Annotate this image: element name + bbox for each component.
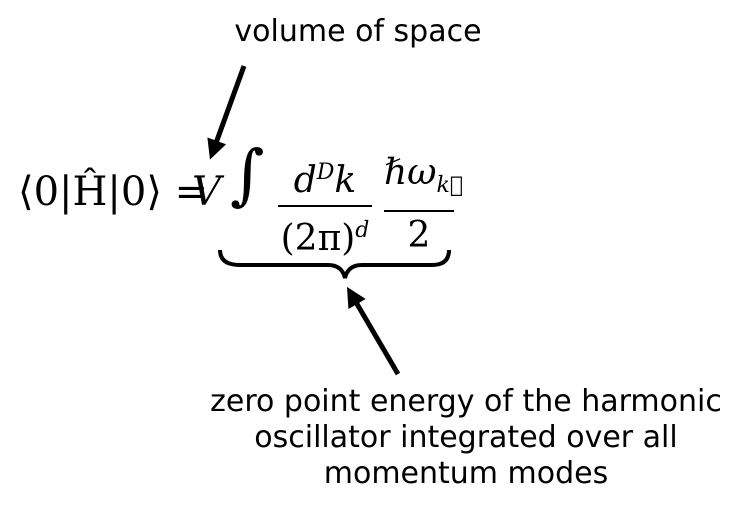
fraction-bar <box>278 205 372 207</box>
underbrace <box>218 249 451 279</box>
zero-point-energy-annotation: zero point energy of the harmonic oscill… <box>0 384 752 492</box>
measure-fraction: dDk (2π)d <box>278 153 372 259</box>
measure-denominator: (2π)d <box>280 218 370 259</box>
annotation-line: zero point energy of the harmonic <box>210 384 722 419</box>
volume-symbol: V <box>192 169 221 215</box>
energy-fraction: ℏωk⃗ 2 <box>384 152 464 257</box>
fraction-bar <box>384 210 454 213</box>
volume-arrow <box>207 65 247 160</box>
energy-numerator: ℏωk⃗ <box>384 152 464 199</box>
expectation-value: ⟨0|Ĥ|0⟩ = <box>18 169 209 215</box>
measure-numerator: dDk <box>293 160 357 201</box>
energy-arrow <box>346 286 401 376</box>
energy-denominator: 2 <box>407 215 431 257</box>
volume-annotation: volume of space <box>234 14 482 49</box>
annotation-line: oscillator integrated over all <box>254 420 678 455</box>
annotation-line: momentum modes <box>323 456 609 491</box>
integral-sign: ∫ <box>230 136 265 213</box>
